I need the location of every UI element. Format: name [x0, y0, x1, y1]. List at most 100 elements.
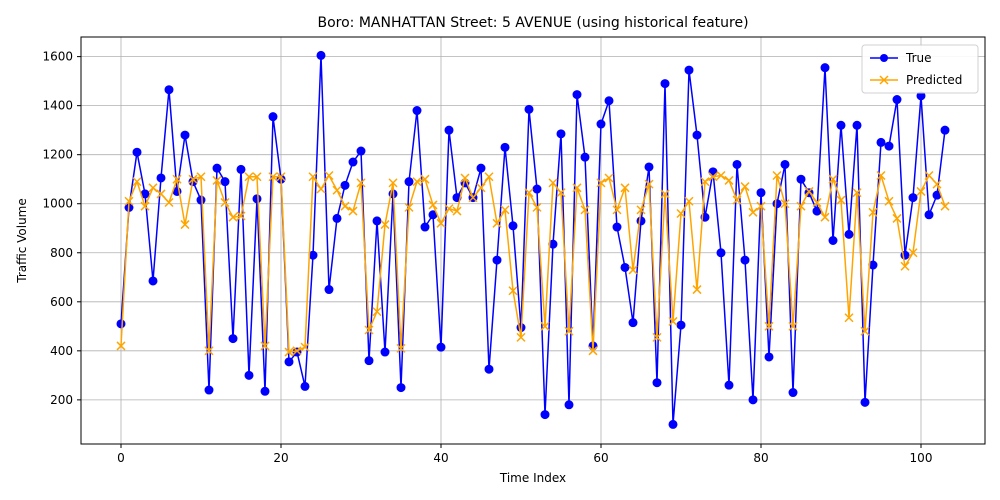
y-tick-label: 1200	[42, 148, 73, 162]
legend-label: True	[905, 51, 932, 65]
data-point	[316, 50, 326, 60]
data-point	[828, 236, 838, 245]
data-point	[308, 250, 318, 260]
data-point	[180, 130, 190, 140]
data-point	[380, 220, 390, 230]
data-point	[332, 213, 342, 223]
data-point	[116, 319, 126, 329]
x-axis-label: Time Index	[499, 471, 566, 485]
data-point	[652, 378, 662, 388]
data-point	[476, 183, 486, 193]
data-point	[732, 195, 742, 205]
data-point	[164, 197, 174, 208]
data-point	[836, 195, 846, 205]
data-point	[564, 400, 574, 410]
data-point	[884, 196, 894, 206]
data-point	[540, 321, 550, 331]
data-point	[908, 248, 918, 258]
y-tick-label: 200	[50, 393, 73, 407]
data-point	[428, 200, 438, 210]
data-point	[364, 356, 374, 366]
legend-box	[861, 44, 979, 94]
data-point	[604, 96, 614, 106]
data-point	[388, 178, 398, 188]
data-point	[340, 201, 350, 211]
data-point	[220, 197, 230, 208]
data-point	[580, 205, 590, 215]
data-point	[636, 205, 646, 215]
series-layer	[116, 50, 950, 429]
data-point	[196, 195, 206, 205]
data-point	[484, 364, 494, 374]
data-point	[668, 316, 678, 326]
data-point	[404, 202, 414, 212]
data-point	[348, 206, 358, 216]
data-point	[508, 221, 518, 231]
data-point	[588, 346, 598, 356]
data-point	[780, 199, 790, 209]
data-point	[796, 174, 806, 184]
data-point	[700, 177, 710, 187]
data-point	[724, 175, 734, 185]
data-point	[324, 170, 334, 181]
data-point	[828, 174, 838, 184]
data-point	[756, 201, 766, 211]
data-point	[876, 137, 886, 147]
data-point	[244, 370, 254, 380]
data-point	[172, 174, 182, 184]
y-tick-label: 800	[50, 246, 73, 260]
data-point	[940, 201, 950, 211]
data-point	[420, 222, 430, 232]
data-point	[420, 174, 430, 184]
data-point	[132, 177, 142, 187]
data-point	[340, 180, 350, 190]
data-point	[796, 201, 806, 211]
data-point	[612, 205, 622, 215]
data-point	[772, 170, 782, 181]
data-point	[732, 159, 742, 169]
data-point	[628, 318, 638, 328]
data-point	[524, 188, 534, 198]
data-point	[628, 265, 638, 275]
data-point	[148, 183, 158, 193]
data-point	[532, 202, 542, 212]
data-point	[228, 212, 238, 222]
data-point	[212, 163, 222, 173]
series-true	[116, 50, 950, 429]
data-point	[316, 184, 326, 194]
data-point	[484, 172, 494, 182]
data-point	[684, 65, 694, 75]
data-point	[820, 63, 830, 73]
data-point	[500, 205, 510, 215]
data-point	[372, 307, 382, 317]
data-point	[836, 120, 846, 130]
x-tick-label: 20	[273, 451, 288, 465]
data-point	[892, 213, 902, 223]
data-point	[572, 183, 582, 193]
data-point	[756, 188, 766, 198]
data-point	[540, 410, 550, 420]
data-point	[300, 381, 310, 391]
data-point	[844, 313, 854, 323]
data-point	[900, 261, 910, 271]
legend-label: Predicted	[906, 73, 962, 87]
data-point	[436, 342, 446, 352]
data-point	[308, 172, 318, 182]
data-point	[924, 170, 934, 181]
data-point	[804, 186, 814, 196]
plot-frame	[80, 36, 986, 445]
data-point	[140, 201, 150, 211]
data-point	[612, 222, 622, 232]
data-point	[260, 341, 270, 351]
data-point	[596, 119, 606, 129]
data-point	[740, 182, 750, 192]
data-point	[260, 386, 270, 396]
data-point	[660, 189, 670, 199]
data-point	[644, 162, 654, 172]
data-point	[716, 170, 726, 181]
data-point	[884, 141, 894, 151]
data-point	[868, 207, 878, 217]
x-tick-label: 100	[910, 451, 933, 465]
chart-title: Boro: MANHATTAN Street: 5 AVENUE (using …	[317, 15, 748, 31]
